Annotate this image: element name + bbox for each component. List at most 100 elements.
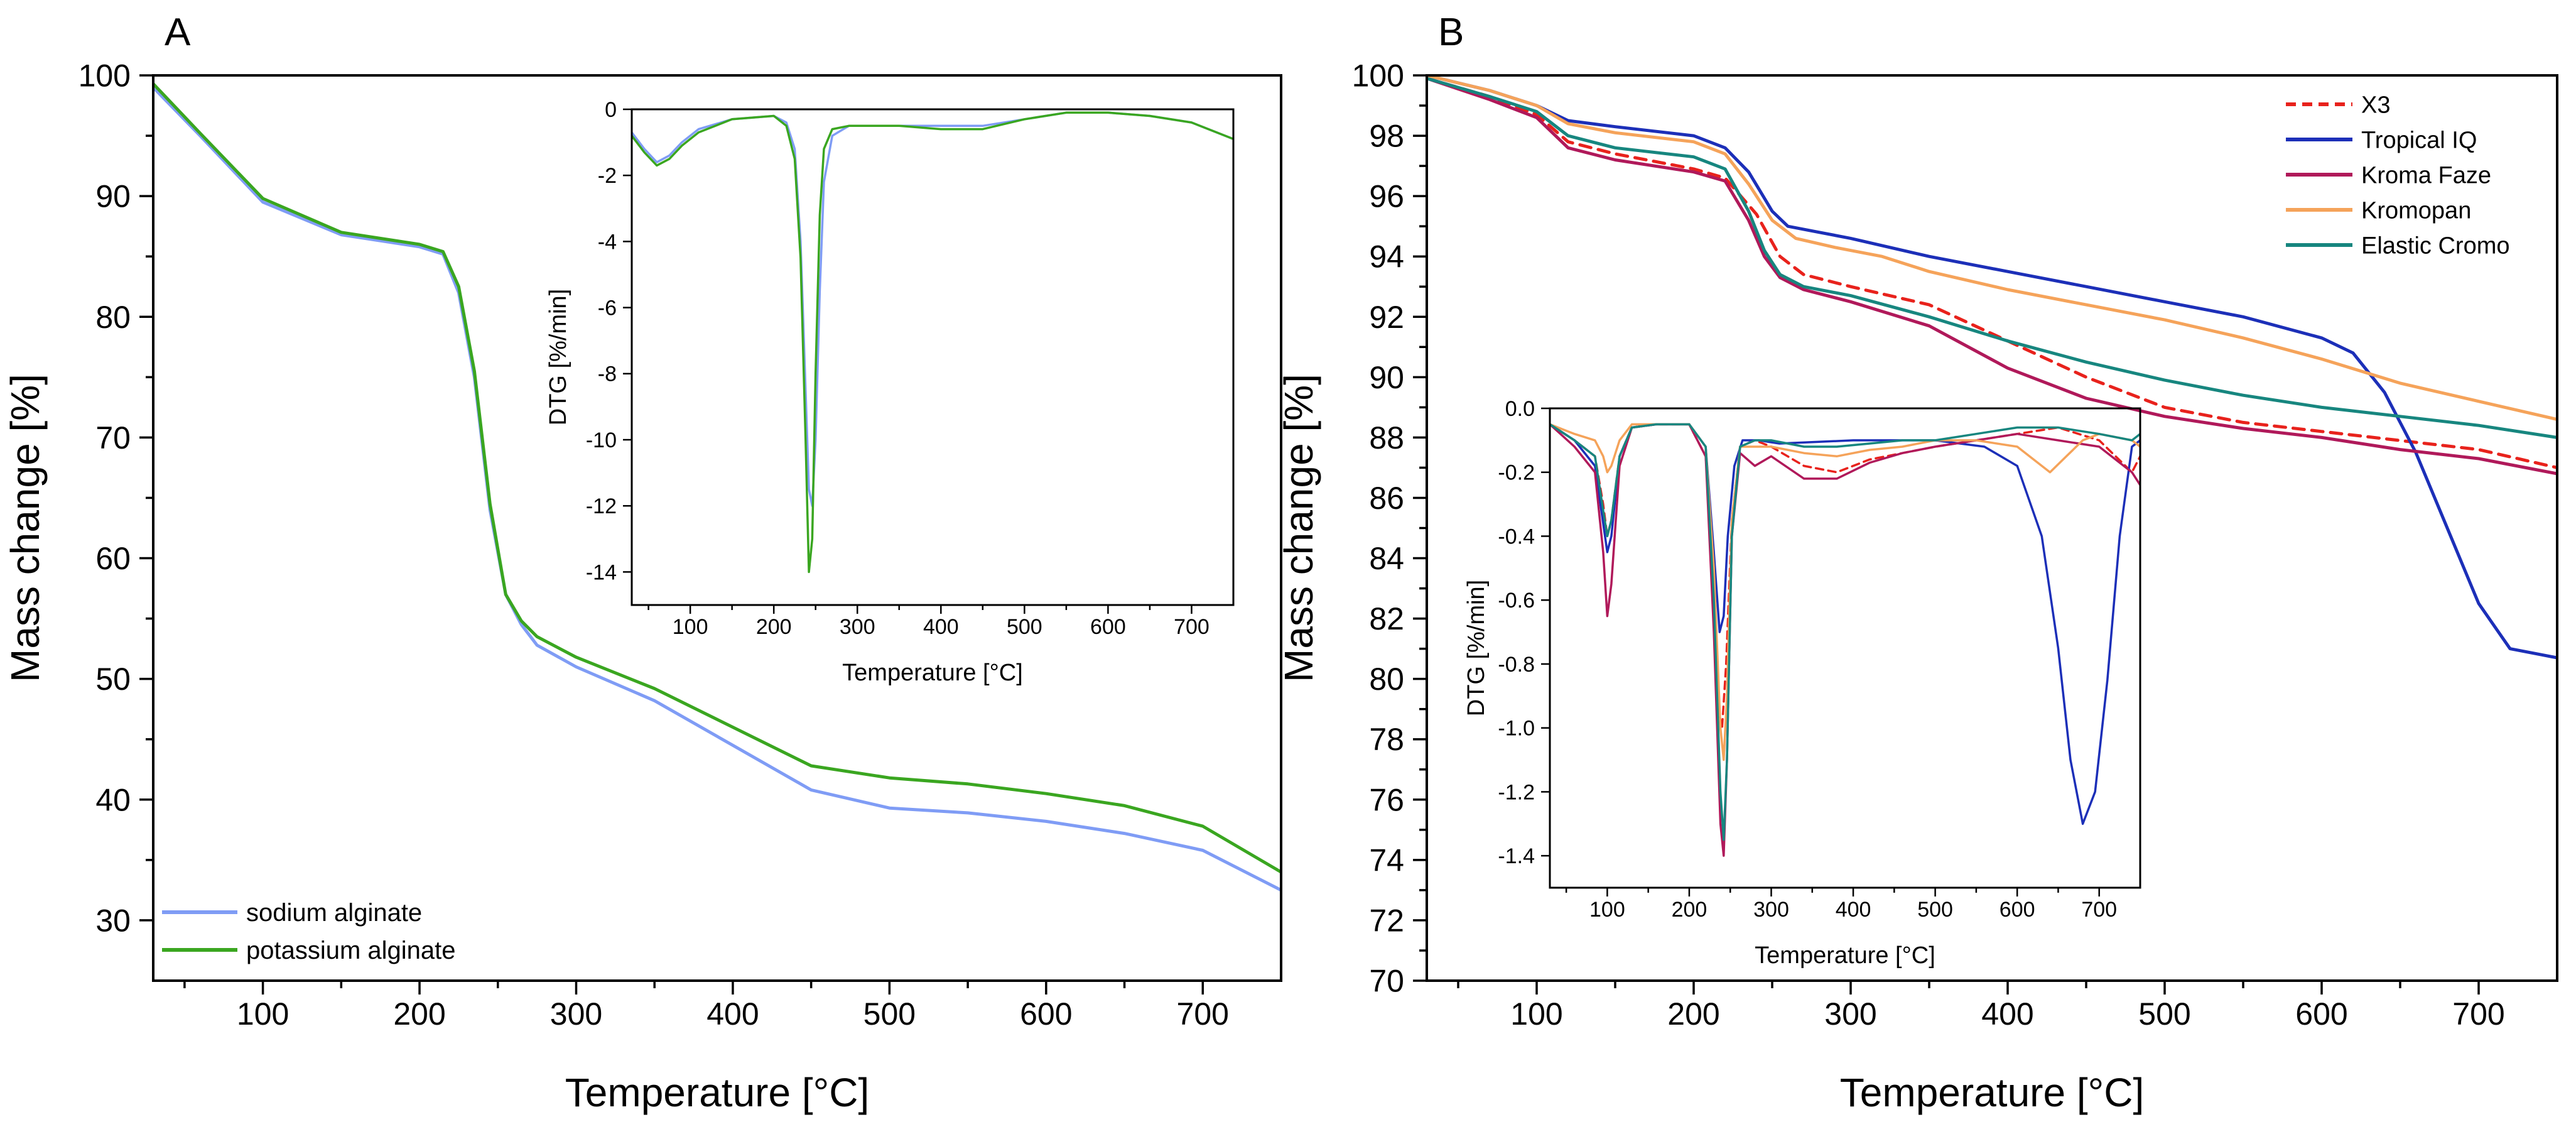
panel-a-inset-y-tick-label: -12 xyxy=(586,494,617,518)
panel-b-inset-y-tick-label: -0.6 xyxy=(1498,589,1535,613)
panel-a-inset-x-tick-label: 200 xyxy=(756,615,792,639)
panel-a-inset-plot-frame xyxy=(630,108,1235,606)
panel-b-series-kroma-faze xyxy=(1427,77,2557,476)
panel-a-x-tick-label: 600 xyxy=(1020,996,1072,1032)
panel-a-x-tick-label: 400 xyxy=(706,996,759,1032)
panel-a-y-tick-label: 50 xyxy=(95,662,131,697)
panel-b: 100 200 300 400 500 600 700 70 72 74 76 78 80 82 84 86 8… xyxy=(1276,58,2558,1115)
panel-a-y-tick-label: 40 xyxy=(95,782,131,817)
panel-a-label: A xyxy=(165,11,191,54)
panel-b-inset-y-tick-label: 0.0 xyxy=(1505,397,1535,421)
panel-b-x-tick-label: 300 xyxy=(1824,996,1876,1032)
panel-b-y-tick-label: 84 xyxy=(1369,541,1404,576)
panel-b-y-tick-label: 76 xyxy=(1369,782,1404,817)
panel-a-inset-y-tick-label: -10 xyxy=(586,428,617,452)
panel-b-x-tick-label: 600 xyxy=(2295,996,2347,1032)
panel-a-y-tick-label: 100 xyxy=(78,58,131,94)
panel-b-inset-y-tick-label: -1.2 xyxy=(1498,780,1535,804)
panel-a-y-tick-label: 60 xyxy=(95,541,131,576)
panel-a-inset-x-tick-label: 600 xyxy=(1090,615,1126,639)
panel-b-inset-x-axis-title: Temperature [°C] xyxy=(1755,942,1935,969)
panel-b-y-tick-label: 100 xyxy=(1352,58,1404,94)
panel-a-inset-series-potassium-alginate xyxy=(632,111,1233,574)
panel-b-x-tick-label: 700 xyxy=(2452,996,2504,1032)
panel-b-inset-y-tick-label: -1.4 xyxy=(1498,844,1535,868)
panel-b-legend-label: Elastic Cromo xyxy=(2361,232,2510,259)
panel-b-y-tick-label: 90 xyxy=(1369,360,1404,395)
panel-b-inset-y-tick-label: -0.4 xyxy=(1498,525,1535,548)
panel-a-y-axis-title: Mass change [%] xyxy=(3,374,48,682)
panel-b-x-axis-title: Temperature [°C] xyxy=(1840,1070,2144,1115)
panel-b-inset-series-elastic-cromo xyxy=(1550,423,2140,841)
panel-a-inset-y-tick-label: -2 xyxy=(598,164,617,188)
panel-a-series-sodium-alginate xyxy=(153,85,1281,892)
panel-a-legend-label: sodium alginate xyxy=(246,899,422,927)
panel-b-inset-x-tick-label: 100 xyxy=(1589,898,1625,922)
panel-b-legend-label: Kroma Faze xyxy=(2361,162,2491,188)
panel-b-inset-y-tick-label: -0.8 xyxy=(1498,653,1535,677)
panel-b-series-tropical-iq xyxy=(1427,75,2557,660)
panel-a-inset-x-tick-label: 700 xyxy=(1174,615,1210,639)
panel-a-x-tick-label: 700 xyxy=(1177,996,1229,1032)
panel-b-y-tick-label: 78 xyxy=(1369,722,1404,757)
panel-b-label: B xyxy=(1438,11,1464,54)
panel-b-inset: 100 200 300 400 500 600 700 -1.4 -1.2 -1.0 -0.8 -0.… xyxy=(1463,397,2141,969)
panel-b-y-tick-label: 98 xyxy=(1369,119,1404,154)
panel-b-inset-x-tick-label: 600 xyxy=(2000,898,2035,922)
panel-b-inset-x-tick-label: 300 xyxy=(1753,898,1789,922)
panel-b-legend-label: Tropical IQ xyxy=(2361,127,2477,153)
panel-a-series-potassium-alginate xyxy=(153,82,1281,874)
panel-a-inset-x-tick-label: 500 xyxy=(1007,615,1042,639)
panel-b-y-tick-label: 92 xyxy=(1369,300,1404,335)
panel-b-inset-x-tick-label: 200 xyxy=(1672,898,1707,922)
panel-a-y-tick-label: 70 xyxy=(95,420,131,455)
panel-a-inset-y-axis-title: DTG [%/min] xyxy=(545,289,571,425)
panel-b-inset-y-tick-label: -1.0 xyxy=(1498,717,1535,741)
panel-a-inset-y-tick-label: -8 xyxy=(598,362,617,386)
panel-b-y-tick-label: 80 xyxy=(1369,662,1404,697)
panel-a-inset-y-tick-label: -6 xyxy=(598,297,617,320)
panel-b-inset-x-tick-label: 700 xyxy=(2081,898,2117,922)
panel-a-inset-series-group xyxy=(632,111,1233,574)
panel-b-y-tick-label: 72 xyxy=(1369,903,1404,938)
panel-a-inset-series-sodium-alginate xyxy=(632,111,1233,507)
panel-b-y-tick-label: 96 xyxy=(1369,179,1404,214)
panel-a-inset-x-tick-label: 400 xyxy=(923,615,959,639)
panel-a-x-tick-label: 500 xyxy=(863,996,916,1032)
panel-b-y-axis-title: Mass change [%] xyxy=(1276,374,1321,682)
panel-b-series-group xyxy=(1427,75,2557,660)
panel-b-inset-series-group xyxy=(1550,423,2140,857)
panel-b-inset-plot-frame xyxy=(1549,407,2141,889)
panel-b-y-tick-label: 70 xyxy=(1369,964,1404,999)
panel-b-inset-y-tick-label: -0.2 xyxy=(1498,461,1535,485)
panel-b-y-tick-label: 74 xyxy=(1369,842,1404,878)
panel-a-legend-label: potassium alginate xyxy=(246,937,456,964)
panel-b-inset-series-tropical-iq xyxy=(1550,423,2140,826)
panel-a-inset-x-tick-label: 100 xyxy=(673,615,708,639)
panel-b-x-tick-label: 200 xyxy=(1667,996,1719,1032)
panel-a-inset-x-axis-title: Temperature [°C] xyxy=(842,660,1023,686)
panel-a-x-tick-label: 300 xyxy=(550,996,602,1032)
panel-b-x-tick-label: 100 xyxy=(1510,996,1562,1032)
panel-b-y-tick-label: 88 xyxy=(1369,420,1404,455)
panel-a-inset-y-tick-label: 0 xyxy=(605,98,617,122)
panel-a-x-axis-title: Temperature [°C] xyxy=(565,1070,869,1115)
panel-a-inset-y-tick-label: -4 xyxy=(598,230,617,254)
panel-b-series-elastic-cromo xyxy=(1427,77,2557,439)
panel-a-inset-y-tick-label: -14 xyxy=(586,560,617,584)
panel-a-series-group xyxy=(153,82,1281,892)
panel-b-y-tick-label: 86 xyxy=(1369,481,1404,516)
panel-a-y-tick-label: 30 xyxy=(95,903,131,938)
panel-b-inset-y-axis-title: DTG [%/min] xyxy=(1463,580,1490,716)
panel-b-y-tick-label: 94 xyxy=(1369,239,1404,275)
panel-b-inset-x-tick-label: 500 xyxy=(1917,898,1953,922)
panel-a-x-tick-label: 200 xyxy=(393,996,445,1032)
panel-a-plot-frame xyxy=(152,74,1282,982)
panel-b-x-tick-label: 500 xyxy=(2138,996,2190,1032)
panel-b-inset-series-kroma-faze xyxy=(1550,423,2140,857)
panel-a-y-tick-label: 90 xyxy=(95,179,131,214)
panel-b-x-tick-label: 400 xyxy=(1981,996,2033,1032)
panel-a-inset-x-tick-label: 300 xyxy=(840,615,875,639)
